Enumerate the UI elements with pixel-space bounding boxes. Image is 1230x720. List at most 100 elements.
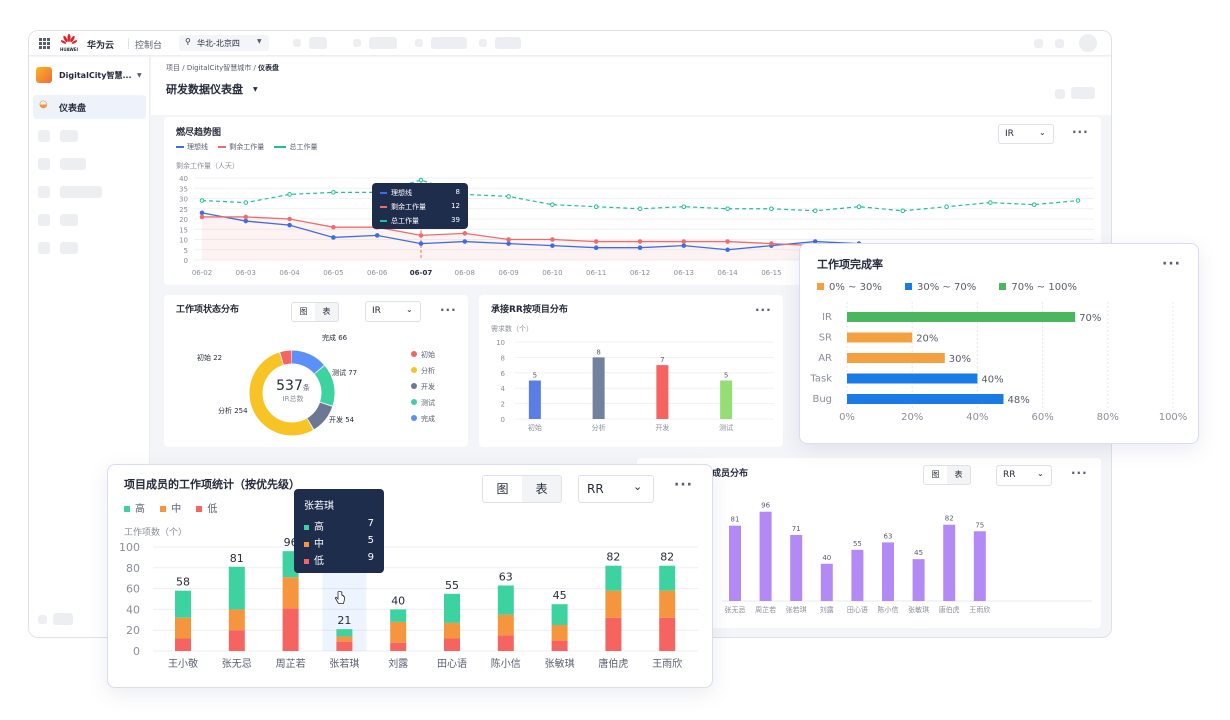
more-icon[interactable]: ···: [674, 477, 693, 493]
slice-label: 初始 22: [197, 354, 223, 362]
table-view-tab[interactable]: 表: [535, 482, 548, 496]
y-tick-label: 40: [126, 603, 140, 616]
breadcrumb-item[interactable]: DigitalCity智慧城市: [186, 64, 252, 72]
project-name[interactable]: DigitalCity智慧...: [59, 71, 132, 80]
x-tick-label: 开发: [655, 423, 669, 432]
donut-unit: 条: [302, 384, 310, 392]
status-dist-card: 工作项状态分布 图 表 IR ⌄ ··· 537条 IR总数 完成 66 测试 …: [164, 295, 468, 447]
legend-item[interactable]: 总工作量: [289, 143, 318, 151]
legend-item[interactable]: 70% ~ 100%: [999, 282, 1077, 293]
more-icon[interactable]: ···: [440, 303, 457, 317]
legend-item[interactable]: 完成: [411, 411, 435, 427]
page-title[interactable]: 研发数据仪表盘: [166, 83, 243, 96]
data-point: [988, 200, 993, 205]
more-icon[interactable]: ···: [755, 303, 772, 317]
bar-total-label: 55: [445, 579, 459, 592]
chart-view-tab[interactable]: 图: [483, 476, 522, 502]
legend-line-swatch: [380, 192, 387, 194]
tooltip-value: 5: [367, 535, 374, 546]
bar-segment: [444, 622, 460, 639]
table-view-tab[interactable]: 表: [954, 470, 963, 479]
data-point: [725, 239, 730, 244]
legend-swatch: [196, 506, 203, 512]
chart-view-tab[interactable]: 图: [924, 466, 947, 484]
y-tick-label: 0: [184, 257, 188, 265]
dashboard-icon: ◒: [39, 99, 48, 110]
legend-item[interactable]: 剩余工作量: [229, 143, 265, 151]
app-grid-icon[interactable]: [39, 38, 50, 49]
bar: [912, 559, 925, 601]
more-icon[interactable]: ···: [1162, 256, 1181, 272]
card-title: 工作项状态分布: [176, 305, 240, 315]
bar-value-label: 7: [660, 356, 664, 364]
bar-segment: [605, 565, 622, 591]
breadcrumb-item[interactable]: 项目: [166, 64, 180, 72]
data-point: [593, 239, 599, 244]
legend-item[interactable]: 高: [124, 504, 145, 515]
burndown-select[interactable]: IR ⌄: [998, 124, 1054, 144]
legend-item[interactable]: 分析: [411, 363, 435, 379]
avatar[interactable]: [1079, 34, 1097, 52]
brand-name[interactable]: 华为云: [87, 41, 115, 51]
view-toggle[interactable]: 图 表: [482, 475, 562, 503]
bar-segment: [551, 604, 568, 625]
slice-label: 开发 54: [329, 416, 355, 424]
data-point: [243, 200, 249, 205]
bar-segment: [336, 636, 353, 642]
legend-item[interactable]: 低: [196, 504, 217, 515]
more-icon[interactable]: ···: [1072, 125, 1089, 139]
view-toggle[interactable]: 图 表: [923, 465, 971, 485]
x-tick-label: 王雨欣: [652, 657, 682, 670]
x-tick-label: 06-13: [674, 269, 694, 277]
legend-item[interactable]: 0% ~ 30%: [817, 282, 882, 293]
bar-segment: [228, 609, 245, 631]
tooltip-label: 剩余工作量: [391, 203, 426, 211]
legend-item[interactable]: 中: [160, 504, 181, 515]
data-point: [462, 239, 468, 244]
data-point: [550, 202, 555, 207]
table-view-tab[interactable]: 表: [322, 307, 331, 316]
bar-value-label: 40: [822, 554, 831, 562]
page-header: 项目 / DigitalCity智慧城市 / 仪表盘 研发数据仪表盘 ▼: [151, 57, 1111, 115]
view-toggle[interactable]: 图 表: [291, 302, 339, 322]
placeholder-block: [60, 186, 102, 198]
top-nav-bar: HUAWEI 华为云 控制台 ⚲ 华北-北京四 ▼: [29, 31, 1111, 56]
member-select[interactable]: RR ⌄: [996, 465, 1052, 486]
data-point: [199, 214, 205, 220]
rr-bar-chart: 0 2 4 6 8 10 5 初始 8 分析 7 开发 5 测试: [496, 339, 774, 432]
data-point: [331, 235, 336, 240]
bar-value-label: 5: [724, 372, 728, 380]
data-point: [418, 241, 424, 246]
chart-view-tab[interactable]: 图: [292, 303, 315, 321]
member-bar-chart: 81 张无忌 96 周芷若 71 张若琪 40 刘露 55 田心语 63 陈小信 45 张敏琪 82 唐伯虎 7…: [722, 502, 1092, 614]
legend-item[interactable]: 测试: [411, 395, 435, 411]
bar: [729, 525, 741, 601]
member-stats-select[interactable]: RR ⌄: [578, 475, 654, 503]
legend-item[interactable]: 开发: [411, 379, 435, 395]
data-point: [725, 206, 730, 212]
bar-value-label: 63: [884, 532, 893, 540]
legend-item[interactable]: 30% ~ 70%: [905, 282, 976, 293]
y-tick-label: AR: [818, 353, 832, 364]
y-tick-label: 10: [496, 339, 505, 347]
card-title: 燃尽趋势图: [176, 128, 222, 138]
caret-down-icon[interactable]: ▼: [137, 72, 142, 79]
tooltip-label: 总工作量: [391, 217, 419, 225]
sidebar-item-dashboard[interactable]: ◒ 仪表盘: [33, 95, 146, 119]
placeholder-block: [38, 615, 47, 624]
y-tick-label: 5: [184, 247, 188, 255]
region-selector[interactable]: ⚲ 华北-北京四 ▼: [179, 35, 269, 51]
legend-line-swatch: [380, 220, 387, 222]
placeholder-block: [1071, 87, 1095, 99]
huawei-logo-icon[interactable]: [61, 34, 77, 47]
legend-item[interactable]: 理想线: [187, 143, 208, 151]
status-select[interactable]: IR ⌄: [365, 301, 421, 322]
caret-down-icon[interactable]: ▼: [253, 86, 258, 93]
console-link[interactable]: 控制台: [135, 41, 163, 51]
x-tick-label: 刘露: [820, 605, 834, 614]
legend-item[interactable]: 初始: [411, 347, 435, 363]
x-tick-label: 06-12: [630, 269, 650, 277]
y-tick-label: 2: [501, 401, 505, 409]
more-icon[interactable]: ···: [1071, 466, 1088, 480]
bar-value-label: 48%: [1007, 395, 1029, 406]
